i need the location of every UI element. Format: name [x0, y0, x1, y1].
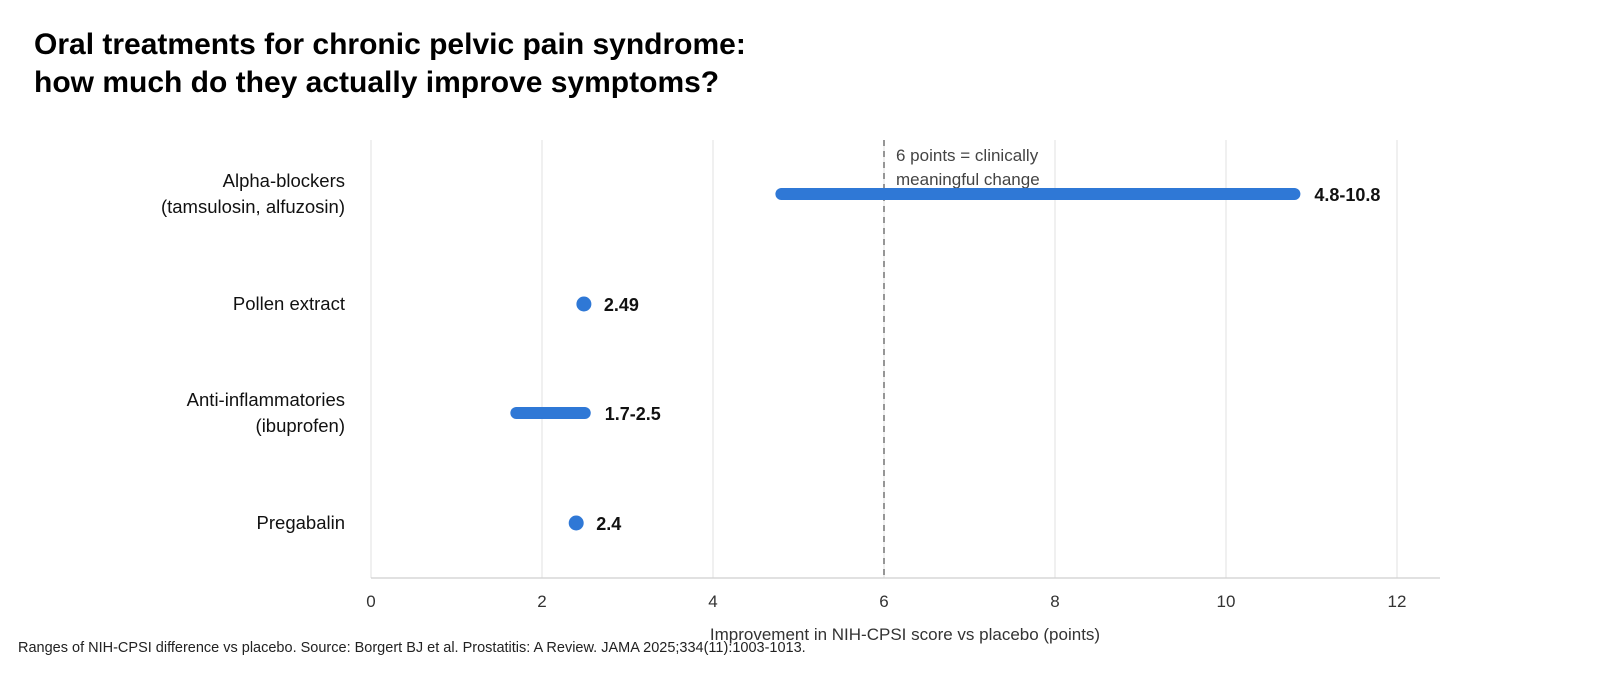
x-axis: 0 2 4 6 8 10 12 Improvement in NIH-CPSI score v…: [366, 140, 1440, 644]
point-marker: [576, 296, 592, 312]
x-tick-label: 10: [1217, 592, 1236, 611]
reference-line-label: meaningful change: [896, 170, 1040, 189]
data-marks: 4.8-10.8 2.49 1.7-2.5 2.4: [510, 185, 1380, 534]
x-axis-title: Improvement in NIH-CPSI score vs placebo…: [710, 625, 1100, 644]
data-value-label: 4.8-10.8: [1314, 185, 1380, 205]
chart-title-line-2: how much do they actually improve sympto…: [34, 66, 720, 99]
category-label: Pregabalin: [257, 512, 345, 533]
category-label: Alpha-blockers: [223, 170, 345, 191]
x-tick-label: 12: [1388, 592, 1407, 611]
x-tick-label: 4: [708, 592, 717, 611]
category-label: (ibuprofen): [256, 415, 345, 436]
gridlines: [541, 140, 1398, 578]
point-marker: [568, 515, 584, 531]
x-tick-label: 2: [537, 592, 546, 611]
source-footnote: Ranges of NIH-CPSI difference vs placebo…: [18, 640, 806, 656]
category-label: (tamsulosin, alfuzosin): [161, 196, 345, 217]
x-tick-label: 0: [366, 592, 375, 611]
chart-title: Oral treatments for chronic pelvic pain …: [34, 26, 746, 102]
category-label: Pollen extract: [233, 293, 345, 314]
x-tick-label: 6: [879, 592, 888, 611]
data-value-label: 2.49: [604, 295, 639, 315]
category-labels: Alpha-blockers (tamsulosin, alfuzosin) Pol…: [161, 170, 345, 533]
chart-title-line-1: Oral treatments for chronic pelvic pain …: [34, 28, 746, 61]
reference-line-group: 6 points = clinically meaningful change: [883, 140, 1040, 578]
data-value-label: 1.7-2.5: [605, 404, 661, 424]
reference-line-label: 6 points = clinically: [896, 146, 1039, 165]
x-tick-label: 8: [1050, 592, 1059, 611]
category-label: Anti-inflammatories: [187, 389, 345, 410]
data-value-label: 2.4: [596, 514, 621, 534]
